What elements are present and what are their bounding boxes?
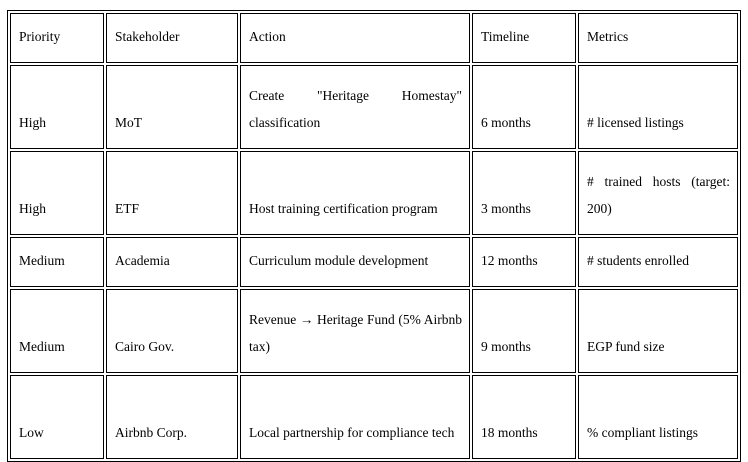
- cell-action: Host training certification program: [240, 151, 470, 235]
- cell-action: Curriculum module development: [240, 237, 470, 287]
- cell-action: Local partnership for compliance tech: [240, 375, 470, 459]
- cell-priority: High: [10, 151, 104, 235]
- column-header-metrics: Metrics: [578, 13, 738, 63]
- column-header-stakeholder: Stakeholder: [106, 13, 238, 63]
- cell-timeline: 3 months: [472, 151, 576, 235]
- action-plan-table: Priority Stakeholder Action Timeline Met…: [7, 10, 741, 462]
- cell-stakeholder: Airbnb Corp.: [106, 375, 238, 459]
- cell-stakeholder: Cairo Gov.: [106, 289, 238, 373]
- cell-timeline: 9 months: [472, 289, 576, 373]
- column-header-action: Action: [240, 13, 470, 63]
- cell-priority: Medium: [10, 289, 104, 373]
- table-row: Medium Academia Curriculum module develo…: [10, 237, 738, 287]
- cell-action: Create "Heritage Homestay" classificatio…: [240, 65, 470, 149]
- cell-action: Revenue → Heritage Fund (5% Airbnb tax): [240, 289, 470, 373]
- cell-metrics: EGP fund size: [578, 289, 738, 373]
- table-row: Low Airbnb Corp. Local partnership for c…: [10, 375, 738, 459]
- table-row: Medium Cairo Gov. Revenue → Heritage Fun…: [10, 289, 738, 373]
- cell-metrics: % compliant listings: [578, 375, 738, 459]
- cell-priority: Medium: [10, 237, 104, 287]
- cell-stakeholder: MoT: [106, 65, 238, 149]
- cell-priority: Low: [10, 375, 104, 459]
- cell-stakeholder: ETF: [106, 151, 238, 235]
- table-row: High ETF Host training certification pro…: [10, 151, 738, 235]
- cell-metrics: # licensed listings: [578, 65, 738, 149]
- cell-metrics: # students enrolled: [578, 237, 738, 287]
- column-header-timeline: Timeline: [472, 13, 576, 63]
- cell-metrics: # trained hosts (target: 200): [578, 151, 738, 235]
- cell-priority: High: [10, 65, 104, 149]
- table-row: High MoT Create "Heritage Homestay" clas…: [10, 65, 738, 149]
- cell-stakeholder: Academia: [106, 237, 238, 287]
- cell-timeline: 18 months: [472, 375, 576, 459]
- cell-timeline: 12 months: [472, 237, 576, 287]
- header-row: Priority Stakeholder Action Timeline Met…: [10, 13, 738, 63]
- column-header-priority: Priority: [10, 13, 104, 63]
- cell-timeline: 6 months: [472, 65, 576, 149]
